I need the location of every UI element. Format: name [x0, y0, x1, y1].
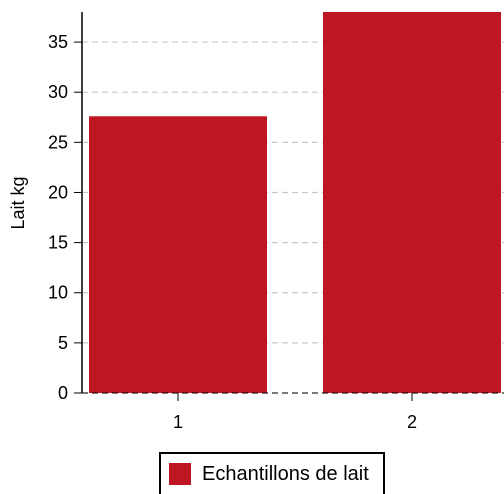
- y-tick-label: 20: [48, 182, 68, 202]
- y-tick-label: 25: [48, 132, 68, 152]
- y-tick-label: 35: [48, 32, 68, 52]
- bar: [323, 12, 501, 393]
- y-axis-title: Lait kg: [8, 176, 28, 229]
- legend: Echantillons de lait: [159, 452, 385, 494]
- y-tick-label: 5: [58, 333, 68, 353]
- x-tick-label: 2: [407, 412, 417, 432]
- y-tick-label: 0: [58, 383, 68, 403]
- legend-label: Echantillons de lait: [202, 462, 369, 485]
- axes: [81, 12, 504, 394]
- y-tick-label: 30: [48, 82, 68, 102]
- y-tick-label: 10: [48, 283, 68, 303]
- bars: [89, 12, 501, 393]
- y-tick-label: 15: [48, 233, 68, 253]
- y-axis-ticks: 0 5 10 15 20 25 30 35: [48, 32, 82, 403]
- x-tick-label: 1: [173, 412, 183, 432]
- legend-swatch: [169, 463, 191, 485]
- bar: [89, 116, 267, 393]
